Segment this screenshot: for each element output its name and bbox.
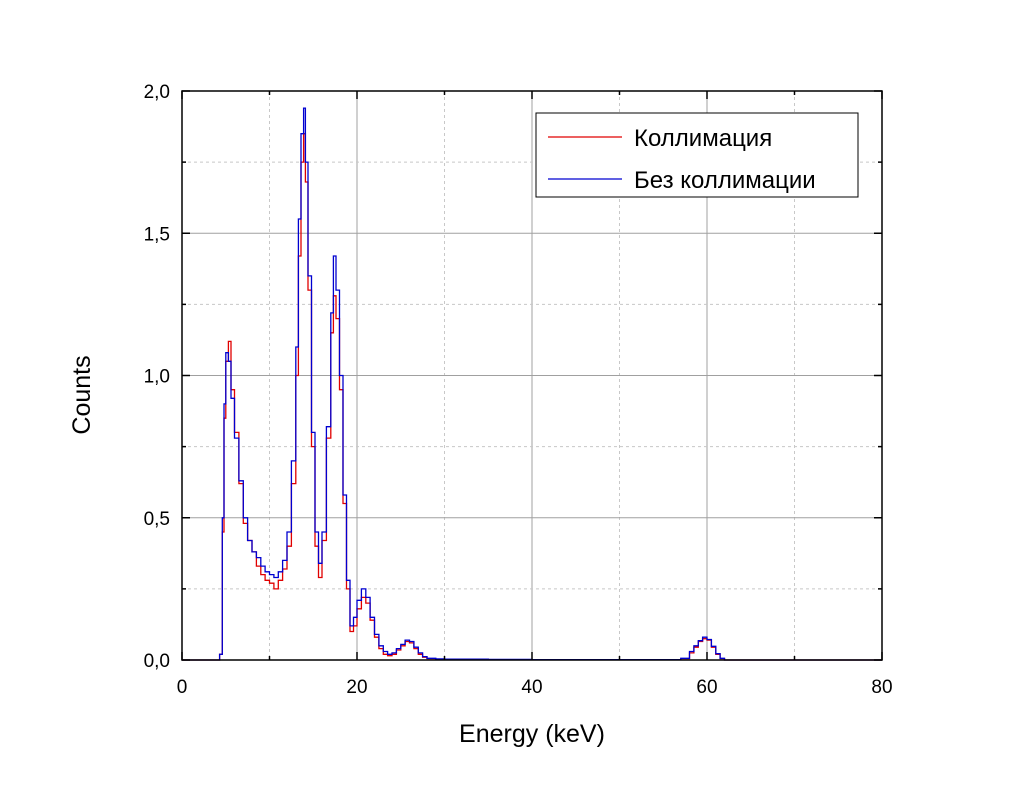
x-tick-label: 80	[871, 677, 892, 698]
y-tick-label: 1,0	[144, 367, 170, 388]
y-tick-label: 1,5	[144, 224, 170, 245]
tick-labels: 0 20 40 60 80 0,0 0,5 1,0 1,5 2,0	[144, 82, 893, 698]
legend-box	[535, 112, 859, 198]
x-axis-title: Energy (keV)	[459, 720, 605, 748]
legend-label-collimation: Коллимация	[634, 125, 772, 152]
y-tick-label: 2,0	[144, 82, 170, 103]
y-axis-title: Counts	[68, 355, 96, 434]
y-tick-label: 0,0	[144, 651, 170, 672]
x-tick-label: 20	[346, 677, 367, 698]
x-tick-label: 40	[521, 677, 542, 698]
axis-ticks	[181, 90, 883, 661]
x-tick-label: 0	[177, 677, 188, 698]
x-tick-label: 60	[696, 677, 717, 698]
legend: Коллимация Без коллимации	[535, 112, 859, 198]
legend-label-no-collimation: Без коллимации	[634, 167, 816, 194]
y-tick-label: 0,5	[144, 509, 170, 530]
